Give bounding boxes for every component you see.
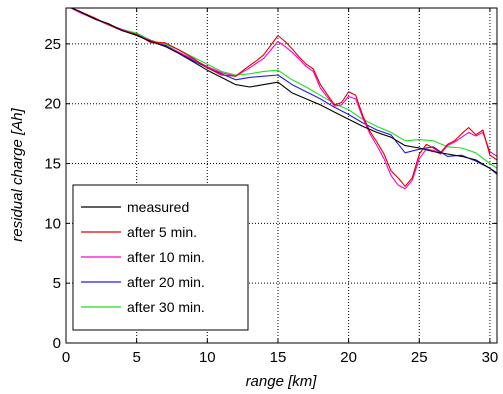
legend-label: after 30 min.	[127, 299, 205, 315]
x-tick-label: 5	[132, 349, 140, 366]
axis-ticks: 0 5 10 15 20 25 30 0 5 10 15 20 25	[44, 8, 498, 366]
x-tick-label: 25	[411, 349, 428, 366]
legend: measured after 5 min. after 10 min. after 2…	[72, 184, 249, 331]
y-tick-label: 10	[44, 215, 61, 232]
y-tick-label: 15	[44, 156, 61, 173]
legend-label: after 20 min.	[127, 274, 205, 290]
x-tick-label: 0	[62, 349, 70, 366]
legend-label: measured	[127, 199, 189, 215]
series-line-0	[70, 8, 497, 174]
x-tick-label: 10	[199, 349, 216, 366]
x-tick-label: 20	[340, 349, 357, 366]
legend-label: after 5 min.	[127, 224, 197, 240]
plot-frame	[65, 7, 498, 344]
x-tick-label: 15	[270, 349, 287, 366]
legend-label: after 10 min.	[127, 249, 205, 265]
y-tick-label: 0	[53, 335, 61, 352]
y-tick-label: 5	[53, 275, 61, 292]
x-tick-label: 30	[482, 349, 499, 366]
series-line-4	[70, 8, 497, 169]
y-tick-label: 20	[44, 96, 61, 113]
y-tick-label: 25	[44, 36, 61, 53]
x-axis-title: range [km]	[246, 373, 318, 390]
y-axis-title: residual charge [Ah]	[9, 107, 26, 241]
series-line-1	[70, 8, 497, 187]
data-lines	[69, 8, 497, 190]
